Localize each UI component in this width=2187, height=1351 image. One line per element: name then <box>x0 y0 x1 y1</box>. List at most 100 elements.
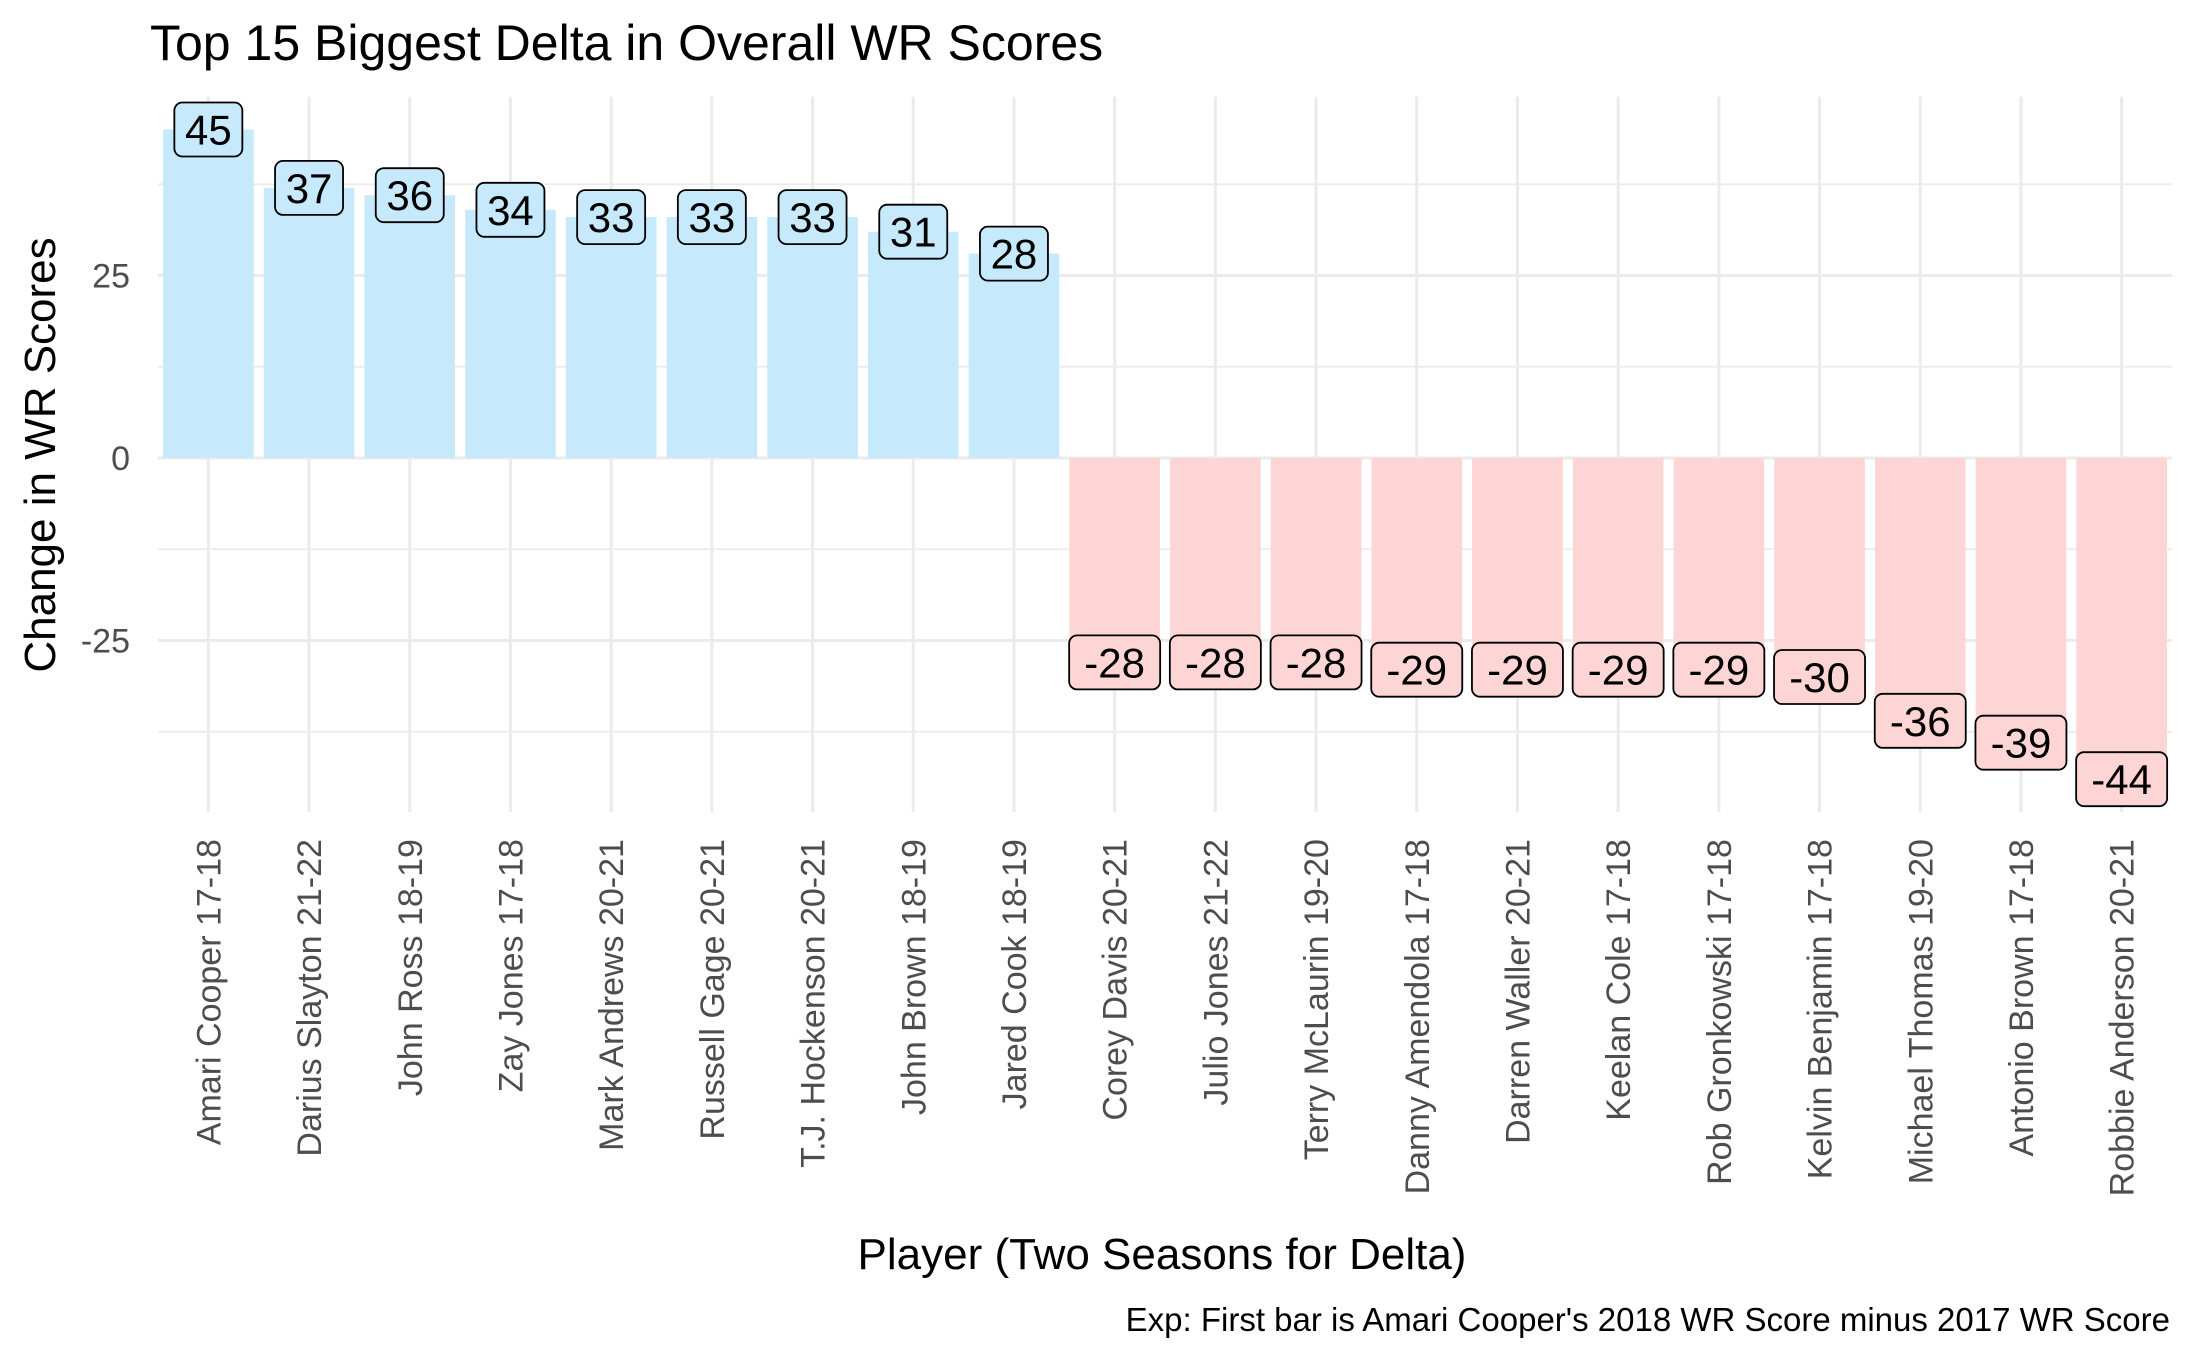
data-label: 33 <box>676 189 747 246</box>
data-label-box <box>1370 641 1464 698</box>
x-axis-title: Player (Two Seasons for Delta) <box>858 1230 1467 1279</box>
y-axis-ticks: -25 0 25 <box>81 258 130 661</box>
data-label-text: -28 <box>1185 639 1246 686</box>
x-tick-label: Russell Gage 20-21 <box>694 839 732 1140</box>
data-label-text: -29 <box>1588 647 1649 694</box>
data-label-box <box>1168 634 1262 691</box>
data-label: 31 <box>878 203 949 260</box>
data-label: 37 <box>274 159 344 216</box>
data-label: -29 <box>1571 641 1665 698</box>
x-tick-label: Danny Amendola 17-18 <box>1399 839 1437 1194</box>
bar <box>867 231 959 458</box>
x-tick-label: Robbie Anderson 20-21 <box>2104 839 2142 1196</box>
data-label: 28 <box>979 225 1049 282</box>
x-tick-label: Zay Jones 17-18 <box>492 839 530 1092</box>
x-tick-label: Amari Cooper 17-18 <box>190 839 228 1145</box>
data-label-box <box>979 225 1049 282</box>
y-axis-title: Change in WR Scores <box>16 237 65 672</box>
data-label-text: 34 <box>487 187 534 234</box>
data-label: -28 <box>1068 634 1162 691</box>
bar <box>1472 458 1563 670</box>
bar <box>1270 458 1362 663</box>
data-label: -29 <box>1370 641 1464 698</box>
x-tick-label: Mark Andrews 20-21 <box>593 839 631 1151</box>
x-tick-label: Terry McLaurin 19-20 <box>1298 839 1336 1160</box>
x-tick-label: John Ross 18-19 <box>392 839 430 1096</box>
data-label-box <box>878 203 949 260</box>
data-label: 33 <box>777 189 848 246</box>
x-tick-label: Keelan Cole 17-18 <box>1600 839 1638 1121</box>
bar <box>1170 458 1261 663</box>
data-label-text: 33 <box>688 194 735 241</box>
data-label: 34 <box>475 181 546 238</box>
data-label-text: 36 <box>386 172 433 219</box>
data-label-text: -44 <box>2091 756 2152 803</box>
y-tick-label: -25 <box>81 623 130 661</box>
bar <box>263 187 355 458</box>
bar <box>1774 458 1865 677</box>
bar <box>1975 458 2067 743</box>
x-tick-label: Corey Davis 20-21 <box>1097 839 1135 1121</box>
grid-lines <box>158 96 2172 813</box>
y-tick-label: 25 <box>92 258 130 296</box>
data-label-box <box>1571 641 1665 698</box>
x-tick-label: Rob Gronkowski 17-18 <box>1701 839 1739 1185</box>
data-label-text: -28 <box>1286 639 1347 686</box>
x-tick-label: Julio Jones 21-22 <box>1197 839 1235 1106</box>
bar <box>2076 458 2167 780</box>
bar <box>1069 458 1160 663</box>
x-tick-label: Darius Slayton 21-22 <box>291 839 329 1157</box>
data-label: -36 <box>1873 692 1967 749</box>
bar <box>1572 458 1664 670</box>
data-label-box <box>1773 649 1866 705</box>
x-tick-label: Jared Cook 18-19 <box>996 839 1034 1109</box>
y-tick-label: 0 <box>111 440 130 478</box>
x-tick-label: Darren Waller 20-21 <box>1499 839 1537 1144</box>
data-label-box <box>274 159 344 216</box>
bar <box>968 253 1060 458</box>
data-label-box <box>173 101 244 158</box>
data-label: -29 <box>1672 641 1766 698</box>
data-label-text: -29 <box>1487 647 1548 694</box>
bar <box>1874 458 1966 721</box>
data-label-text: -39 <box>1991 720 2052 767</box>
data-label-box <box>576 189 647 246</box>
data-label-box <box>1068 634 1162 691</box>
data-label-box <box>1974 714 2068 771</box>
bar <box>1371 458 1463 670</box>
data-label-text: 45 <box>185 107 232 154</box>
data-label: -29 <box>1471 641 1564 698</box>
x-tick-label: T.J. Hockenson 20-21 <box>795 839 833 1168</box>
data-label-box <box>777 189 848 246</box>
bar <box>666 217 758 458</box>
data-label-text: 28 <box>991 231 1038 278</box>
data-label: 33 <box>576 189 647 246</box>
bar <box>364 195 456 458</box>
x-axis-ticks: Amari Cooper 17-18 Darius Slayton 21-22 Jo… <box>190 839 2141 1196</box>
data-label-text: -29 <box>1386 647 1447 694</box>
data-label: 36 <box>374 167 445 224</box>
data-label: -28 <box>1168 634 1262 691</box>
data-label-text: 37 <box>286 165 333 212</box>
data-label-box <box>475 181 546 238</box>
x-tick-label: Antonio Brown 17-18 <box>2003 839 2041 1157</box>
data-label-box <box>1873 692 1967 749</box>
data-label-text: -36 <box>1890 698 1951 745</box>
data-label-box <box>1269 634 1363 691</box>
data-label-box <box>1471 641 1564 698</box>
data-label-text: -29 <box>1688 647 1749 694</box>
data-label: -30 <box>1773 649 1866 705</box>
x-tick-label: Kelvin Benjamin 17-18 <box>1802 839 1840 1179</box>
data-label: -28 <box>1269 634 1363 691</box>
bar <box>565 217 657 458</box>
data-label: -44 <box>2075 751 2169 808</box>
data-label: -39 <box>1974 714 2068 771</box>
data-label-text: 33 <box>588 194 635 241</box>
bar <box>163 129 254 458</box>
bar <box>1673 458 1765 670</box>
data-label-text: 33 <box>789 194 836 241</box>
data-label-text: -28 <box>1084 639 1145 686</box>
chart-caption: Exp: First bar is Amari Cooper's 2018 WR… <box>1126 1301 2170 1338</box>
